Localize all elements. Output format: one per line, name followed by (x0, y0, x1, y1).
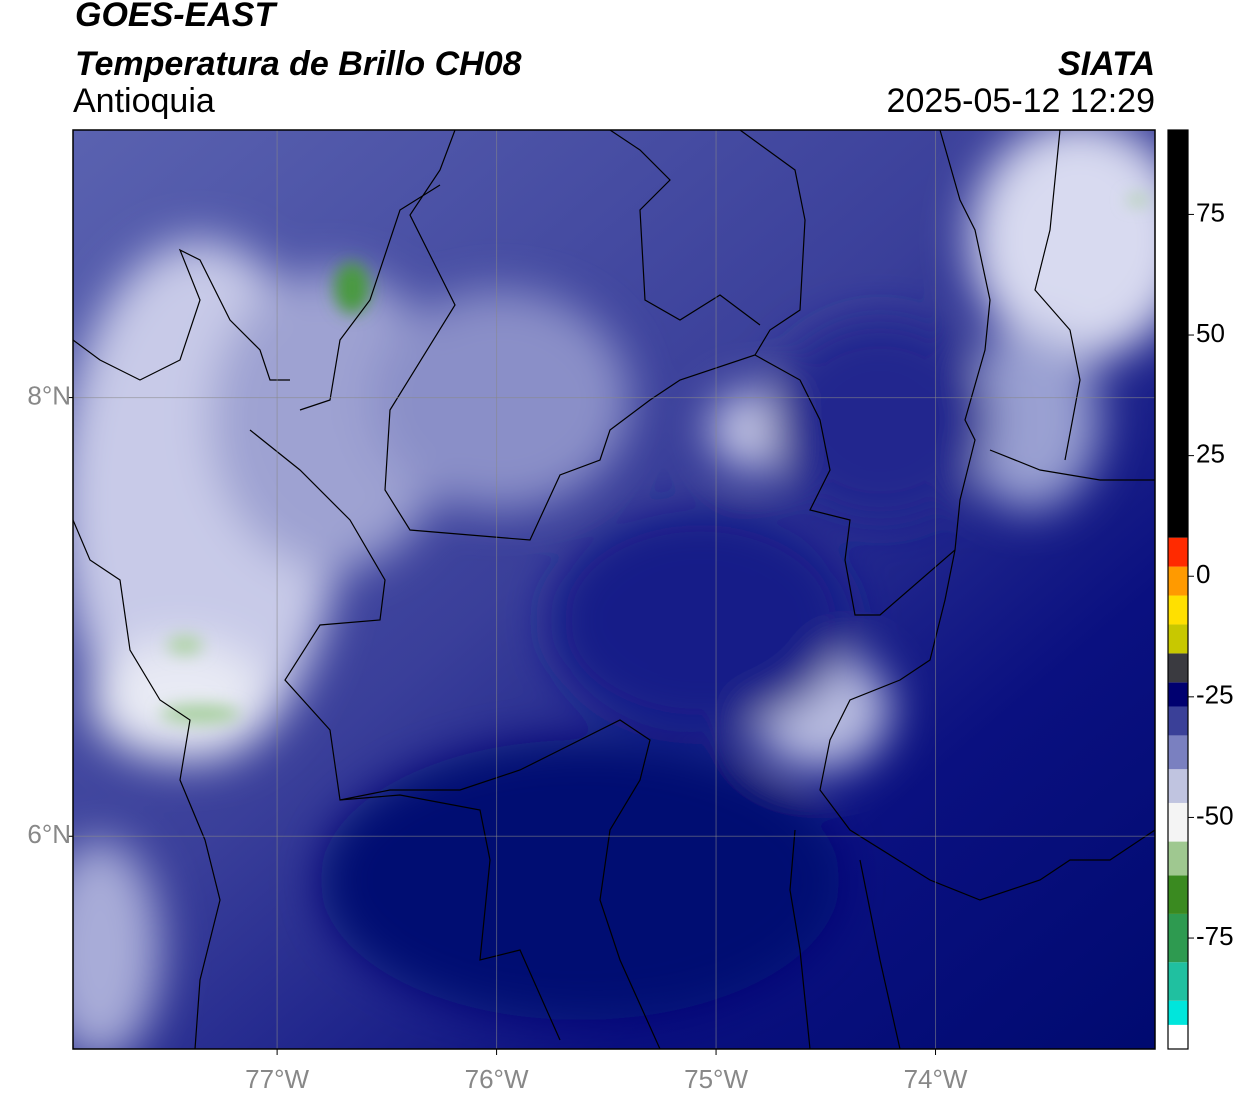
x-tick-label: 76°W (465, 1064, 529, 1094)
colorbar-segment (1168, 841, 1188, 876)
colorbar-tick-label: 50 (1196, 318, 1225, 348)
colorbar-segment (1168, 962, 1188, 1001)
colorbar-tick-label: -75 (1196, 921, 1234, 951)
colorbar-segment (1168, 1024, 1188, 1049)
borders (73, 130, 1155, 1049)
y-tick-label: 8°N (27, 380, 71, 410)
colorbar-segment (1168, 595, 1188, 625)
x-tick-label: 77°W (245, 1064, 309, 1094)
colorbar-segment (1168, 706, 1188, 736)
colorbar-tick-label: 75 (1196, 197, 1225, 227)
colorbar-tick-label: -50 (1196, 800, 1234, 830)
y-tick-label: 6°N (27, 819, 71, 849)
colorbar-segment (1168, 913, 1188, 963)
colorbar-segment (1168, 769, 1188, 803)
colorbar-tick-label: 0 (1196, 559, 1210, 589)
x-tick-label: 74°W (904, 1064, 968, 1094)
colorbar-segment (1168, 1000, 1188, 1025)
colorbar-tick-label: -25 (1196, 680, 1234, 710)
colorbar-segment (1168, 682, 1188, 707)
colorbar-tick-label: 25 (1196, 439, 1225, 469)
colorbar-segment (1168, 875, 1188, 914)
colorbar-segment (1168, 802, 1188, 842)
colorbar-segment (1168, 566, 1188, 596)
satellite-image (73, 130, 1155, 1049)
timestamp: 2025-05-12 12:29 (887, 82, 1155, 120)
colorbar-segment (1168, 624, 1188, 654)
colorbar-segment (1168, 735, 1188, 770)
region: Antioquia (73, 82, 215, 120)
colorbar-segment (1168, 537, 1188, 567)
map-frame (72, 129, 1156, 1050)
colorbar-segment (1168, 130, 1188, 538)
grid (73, 130, 1155, 1049)
x-tick-label: 75°W (684, 1064, 748, 1094)
source: SIATA (1058, 45, 1155, 83)
colorbar-frame (1167, 129, 1189, 1050)
colorbar-segment (1168, 653, 1188, 683)
title: GOES-EAST (75, 0, 278, 34)
colorbar (1168, 130, 1188, 1049)
subtitle: Temperatura de Brillo CH08 (75, 45, 522, 83)
